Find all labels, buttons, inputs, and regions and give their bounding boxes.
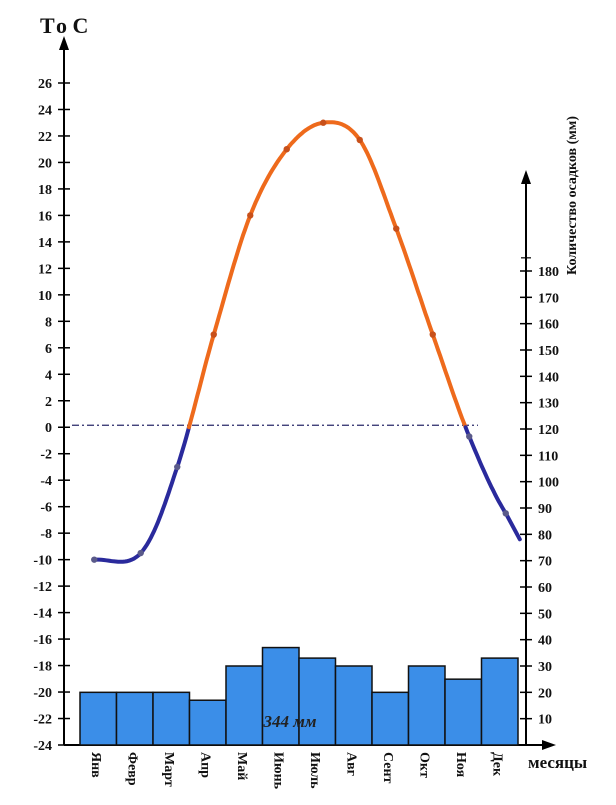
temperature-point — [393, 225, 400, 232]
precipitation-tick-label: 110 — [538, 449, 558, 464]
precipitation-total-label: 344 мм — [262, 712, 316, 731]
temperature-tick-label: 10 — [38, 289, 52, 304]
temperature-tick-label: 6 — [45, 342, 52, 357]
month-label: Май — [234, 752, 249, 780]
precipitation-tick-label: 120 — [538, 423, 559, 438]
temperature-tick-label: 26 — [38, 77, 52, 92]
temperature-axis-title: T — [40, 13, 55, 38]
precipitation-bar — [334, 665, 373, 746]
month-label: Авг — [344, 752, 359, 776]
precipitation-tick-label: 80 — [538, 528, 552, 543]
temperature-point — [356, 136, 363, 144]
temperature-tick-label: -20 — [33, 686, 52, 701]
temperature-tick-label: -10 — [33, 554, 52, 569]
month-label: Дек — [490, 752, 505, 777]
month-label: Февр — [125, 752, 140, 786]
temperature-point — [91, 556, 98, 563]
temperature-tick-label: 24 — [38, 103, 52, 118]
precipitation-bar — [371, 691, 410, 746]
temperature-tick-label: 0 — [45, 421, 52, 436]
month-label: Сент — [380, 752, 395, 784]
precipitation-tick-label: 20 — [538, 686, 552, 701]
temperature-tick-label: -2 — [40, 448, 52, 463]
month-label: Март — [161, 752, 176, 787]
temperature-point — [137, 549, 144, 557]
temperature-tick-label: 8 — [45, 315, 52, 330]
precipitation-tick-label: 150 — [538, 344, 559, 359]
month-label: Июль — [307, 752, 322, 789]
temperature-tick-label: 18 — [38, 183, 52, 198]
month-label: Окт — [417, 752, 432, 778]
precipitation-tick-label: 180 — [538, 265, 559, 280]
precipitation-axis-title: Количество осадков (мм) — [565, 116, 580, 275]
precipitation-tick-label: 100 — [538, 476, 559, 491]
precipitation-tick-label: 10 — [538, 713, 552, 728]
precipitation-tick-label: 130 — [538, 397, 559, 412]
month-label: Июнь — [271, 752, 286, 790]
precipitation-tick-label: 40 — [538, 634, 552, 649]
precipitation-bar — [480, 657, 519, 746]
temperature-tick-label: 20 — [38, 156, 52, 171]
precipitation-tick-label: 140 — [538, 370, 559, 385]
temperature-line-cold — [463, 425, 522, 542]
temperature-point — [320, 119, 327, 126]
temperature-tick-label: 14 — [38, 236, 52, 251]
temperature-tick-label: -8 — [40, 527, 52, 542]
x-axis-label: месяцы — [528, 753, 587, 772]
temperature-tick-label: 12 — [38, 262, 52, 277]
precipitation-tick-label: 50 — [538, 607, 552, 622]
precipitation-bar — [407, 665, 446, 746]
temperature-tick-label: 16 — [38, 209, 52, 224]
temperature-point — [502, 510, 509, 517]
temperature-tick-label: -16 — [33, 633, 52, 648]
temperature-point — [283, 146, 290, 153]
precipitation-tick-label: 30 — [538, 660, 552, 675]
temperature-axis-unit: o C — [56, 13, 88, 38]
month-label: Ноя — [453, 752, 468, 778]
precipitation-tick-label: 60 — [538, 581, 552, 596]
temperature-tick-label: -22 — [33, 713, 52, 728]
precipitation-bar — [225, 665, 264, 746]
precipitation-bar — [152, 691, 191, 746]
precipitation-bar — [444, 678, 483, 746]
precipitation-tick-label: 70 — [538, 555, 552, 570]
month-label: Апр — [198, 752, 213, 778]
precipitation-bar — [188, 699, 227, 746]
precipitation-bar — [298, 657, 337, 746]
temperature-tick-label: 4 — [45, 368, 52, 383]
temperature-point — [466, 433, 473, 440]
temperature-tick-label: -14 — [33, 607, 52, 622]
precipitation-bar — [261, 646, 300, 746]
temperature-point — [174, 463, 181, 471]
temperature-point — [247, 212, 254, 219]
temperature-tick-label: 2 — [45, 395, 52, 410]
temperature-tick-label: -6 — [40, 501, 52, 516]
temperature-tick-label: -4 — [40, 474, 52, 489]
month-label: Янв — [88, 752, 103, 778]
precipitation-bar — [79, 691, 118, 746]
precipitation-tick-label: 170 — [538, 291, 559, 306]
precipitation-tick-label: 160 — [538, 318, 559, 333]
precipitation-tick-label: 90 — [538, 502, 552, 517]
temperature-point — [429, 331, 436, 338]
temperature-line-cold — [92, 425, 191, 564]
temperature-tick-label: -24 — [33, 739, 52, 754]
temperature-tick-label: 22 — [38, 130, 52, 145]
x-axis-arrow — [542, 740, 556, 750]
temperature-tick-label: -12 — [33, 580, 52, 595]
precipitation-bar — [115, 691, 154, 746]
temperature-line-warm — [187, 120, 468, 430]
temperature-tick-label: -18 — [33, 660, 52, 675]
temperature-axis-arrow — [59, 36, 69, 50]
precipitation-axis-arrow — [521, 170, 531, 184]
temperature-point — [210, 331, 217, 338]
